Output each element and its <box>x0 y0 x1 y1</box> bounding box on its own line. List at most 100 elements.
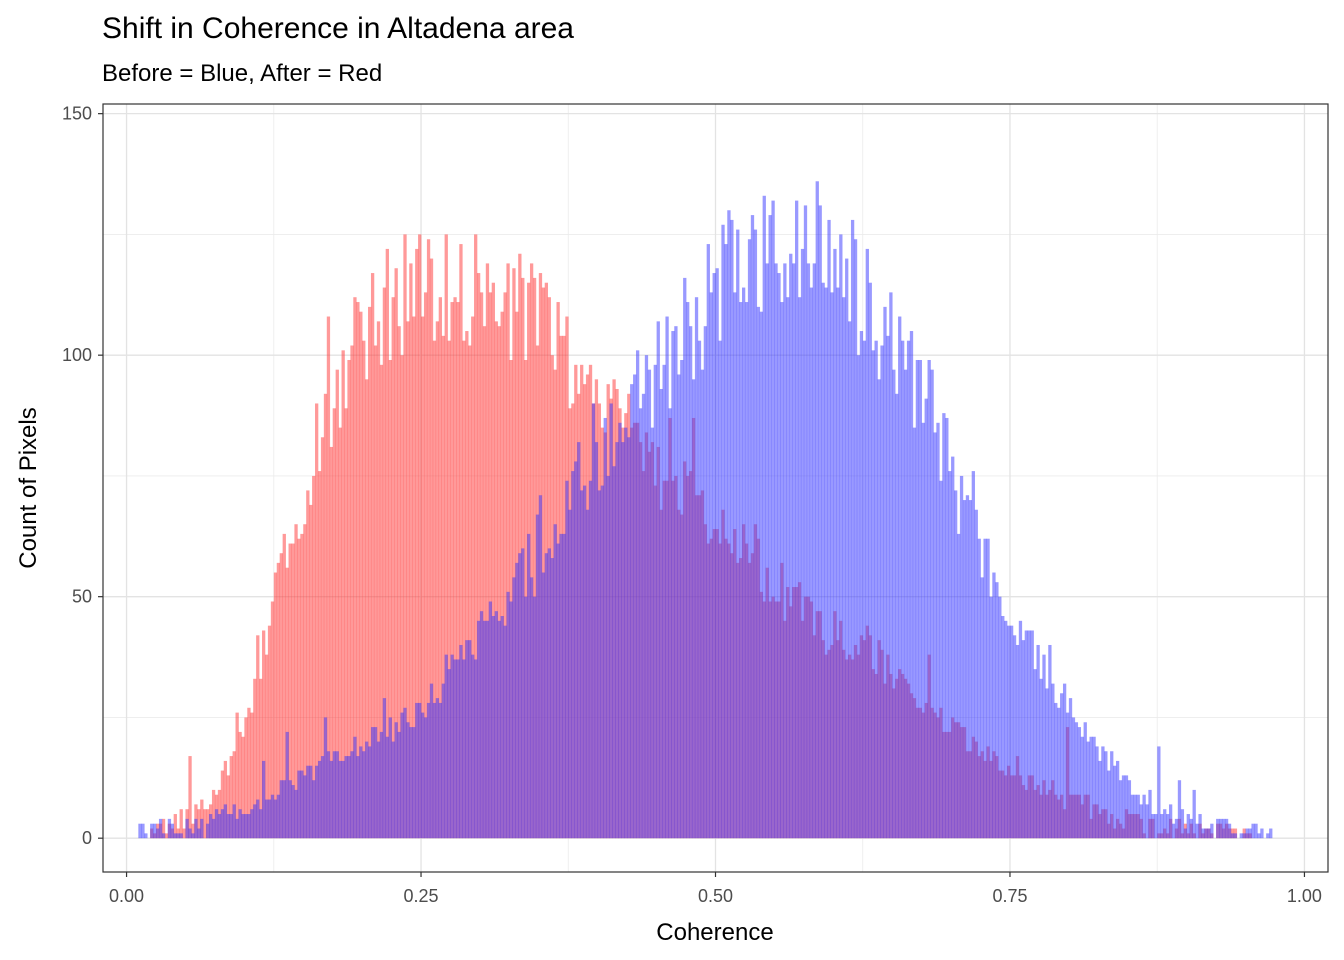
histogram-bar-series-1 <box>365 741 369 839</box>
histogram-bar-series-1 <box>1224 818 1229 839</box>
histogram-bar-series-1 <box>400 712 404 839</box>
histogram-bar-series-1 <box>312 780 316 839</box>
histogram-bar-series-1 <box>877 379 881 839</box>
histogram-bar-series-1 <box>1021 640 1026 839</box>
histogram-bar-series-0 <box>476 273 481 839</box>
histogram-bar-series-1 <box>418 702 422 839</box>
histogram-bar-series-1 <box>1151 814 1155 839</box>
x-tick-label: 0.75 <box>992 886 1027 906</box>
histogram-bar-series-1 <box>974 509 978 839</box>
histogram-bar-series-1 <box>1104 751 1108 839</box>
histogram-bar-series-1 <box>232 804 236 839</box>
histogram-bar-series-0 <box>479 292 484 839</box>
histogram-bar-series-1 <box>170 823 175 839</box>
histogram-bar-series-0 <box>397 326 401 839</box>
y-tick-label: 100 <box>62 345 92 365</box>
y-axis-title: Count of Pixels <box>15 407 42 568</box>
histogram-bar-series-1 <box>762 195 766 839</box>
histogram-bar-series-1 <box>1124 775 1129 839</box>
histogram-bar-series-1 <box>959 475 964 839</box>
histogram-bar-series-1 <box>1145 804 1149 839</box>
histogram-bar-series-1 <box>270 794 275 839</box>
histogram-bar-series-1 <box>550 558 554 839</box>
histogram-bar-series-1 <box>848 321 852 839</box>
histogram-bar-series-1 <box>850 219 855 839</box>
histogram-bar-series-1 <box>924 398 928 839</box>
histogram-bar-series-1 <box>918 360 922 839</box>
histogram-bar-series-1 <box>276 794 281 839</box>
histogram-bar-series-1 <box>1089 736 1093 839</box>
histogram-bar-series-1 <box>574 461 578 839</box>
histogram-bar-series-0 <box>488 292 493 839</box>
histogram-bar-series-1 <box>845 258 849 839</box>
histogram-bar-series-1 <box>194 818 198 839</box>
histogram-bar-series-1 <box>388 717 392 839</box>
histogram-bar-series-0 <box>465 331 469 839</box>
histogram-bar-series-1 <box>503 625 507 839</box>
histogram-bar-series-1 <box>624 427 628 839</box>
histogram-bar-series-1 <box>559 533 563 839</box>
histogram-bar-series-1 <box>942 413 946 839</box>
histogram-bar-series-1 <box>650 427 655 839</box>
histogram-bar-series-1 <box>356 756 360 839</box>
histogram-bar-series-1 <box>432 702 437 839</box>
histogram-bar-series-1 <box>1086 741 1090 839</box>
histogram-bar-series-1 <box>954 490 958 839</box>
histogram-bar-series-0 <box>529 263 534 839</box>
histogram-bar-series-1 <box>792 263 796 839</box>
histogram-bar-series-1 <box>200 818 204 839</box>
histogram-bar-series-1 <box>506 591 510 839</box>
histogram-bar-series-0 <box>294 524 298 839</box>
histogram-bar-series-1 <box>329 760 334 839</box>
histogram-bar-series-0 <box>332 408 336 839</box>
histogram-bar-series-1 <box>323 717 328 839</box>
histogram-bar-series-1 <box>635 350 640 839</box>
histogram-bar-series-1 <box>544 553 548 839</box>
histogram-bar-series-0 <box>279 553 283 839</box>
histogram-bar-series-1 <box>1092 736 1096 839</box>
x-axis-title: Coherence <box>656 919 773 946</box>
histogram-bar-series-1 <box>538 495 543 839</box>
histogram-bar-series-1 <box>1121 775 1126 839</box>
histogram-bar-series-1 <box>1007 625 1011 839</box>
histogram-bar-series-1 <box>1257 833 1261 839</box>
histogram-bar-series-0 <box>259 678 263 839</box>
histogram-bar-series-1 <box>279 780 283 839</box>
histogram-bar-series-1 <box>344 756 348 839</box>
histogram-bar-series-0 <box>423 292 428 839</box>
histogram-bar-series-0 <box>291 543 295 839</box>
histogram-bar-series-1 <box>1030 630 1034 839</box>
histogram-bar-series-1 <box>744 302 749 839</box>
histogram-bar-series-1 <box>933 432 937 839</box>
histogram-bar-series-1 <box>515 562 519 839</box>
histogram-bar-series-0 <box>444 234 448 839</box>
histogram-bar-series-1 <box>1219 818 1223 839</box>
histogram-bar-series-0 <box>253 678 257 839</box>
histogram-bar-series-1 <box>347 756 351 839</box>
histogram-bar-series-1 <box>332 751 336 839</box>
histogram-bar-series-1 <box>677 374 681 839</box>
histogram-bar-series-1 <box>250 809 254 839</box>
histogram-bar-series-1 <box>488 601 493 839</box>
histogram-bar-series-0 <box>347 360 351 839</box>
histogram-bar-series-1 <box>1177 780 1182 839</box>
histogram-bar-series-1 <box>370 727 375 839</box>
histogram-bar-series-1 <box>736 229 740 839</box>
histogram-bar-series-0 <box>270 601 275 839</box>
histogram-bar-series-1 <box>1065 712 1070 839</box>
histogram-bar-series-1 <box>217 814 222 839</box>
histogram-bar-series-1 <box>1216 818 1220 839</box>
histogram-bar-series-0 <box>320 437 325 839</box>
histogram-bar-series-1 <box>892 369 896 839</box>
histogram-bar-series-1 <box>223 804 228 839</box>
histogram-bar-series-1 <box>509 601 513 839</box>
histogram-bar-series-0 <box>365 379 369 839</box>
histogram-bar-series-1 <box>903 369 908 839</box>
histogram-bar-series-1 <box>806 263 811 839</box>
histogram-bar-series-1 <box>1239 833 1243 839</box>
histogram-bar-series-1 <box>273 799 278 839</box>
histogram-bar-series-1 <box>939 480 943 839</box>
histogram-bar-series-1 <box>441 683 445 839</box>
histogram-bar-series-1 <box>241 814 245 839</box>
histogram-bar-series-1 <box>435 698 440 839</box>
